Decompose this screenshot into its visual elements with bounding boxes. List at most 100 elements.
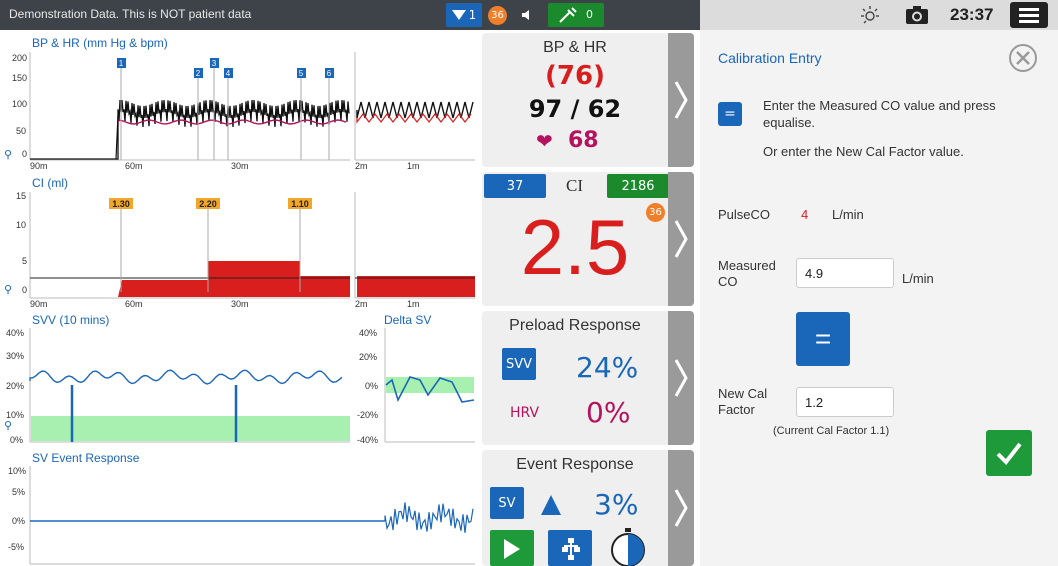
card-title: BP & HR <box>543 39 607 56</box>
top-bar: Demonstration Data. This is NOT patient … <box>0 0 1058 30</box>
alarm-button[interactable]: 1 <box>446 3 482 27</box>
delta-sv-trace <box>385 376 475 403</box>
event-marker-label: 2 <box>196 69 201 78</box>
notification-badge[interactable]: 36 <box>488 6 507 25</box>
dsv-y-tick: 40% <box>359 328 378 338</box>
confirm-button[interactable] <box>986 430 1032 476</box>
bp-trace <box>30 99 350 160</box>
demo-banner: Demonstration Data. This is NOT patient … <box>9 7 252 21</box>
ci-x-tick: 60m <box>125 299 143 309</box>
map-value: (76) <box>545 61 605 91</box>
svv-y-tick: 0% <box>10 435 24 445</box>
up-arrow-icon <box>541 495 561 515</box>
event-marker-label: 4 <box>226 69 231 78</box>
bp-x-tick-zoom: 2m <box>355 161 368 171</box>
event-marker <box>117 58 126 68</box>
speaker-icon[interactable] <box>520 7 536 23</box>
trend-charts: 1 2 3 4 5 6 1.30 2.20 1.10 BP & HR (mm Hg & bpm)… <box>0 30 480 566</box>
ci-notification-badge[interactable]: 36 <box>646 203 665 222</box>
measured-co-input[interactable]: 4.9 <box>796 258 894 288</box>
ci-marker-box <box>288 198 312 209</box>
pulseco-unit: L/min <box>832 207 864 222</box>
measured-co-unit: L/min <box>902 271 934 286</box>
preload-card[interactable]: Preload Response SVV 24% HRV 0% <box>482 311 694 445</box>
event-marker-label: 1 <box>119 59 124 68</box>
menu-icon[interactable] <box>1010 2 1048 28</box>
ci-marker-box <box>196 198 220 209</box>
bp-y-tick: 150 <box>12 73 28 83</box>
pulseco-value: 4 <box>801 207 809 222</box>
hierarchy-icon <box>562 538 580 560</box>
delta-sv-band <box>386 377 474 393</box>
brightness-icon[interactable] <box>856 4 884 26</box>
sv-button[interactable]: SV <box>490 487 524 519</box>
sv-event-trace <box>384 502 474 533</box>
ci-y-tick: 0 <box>22 285 28 295</box>
infusion-count: 0 <box>586 8 593 21</box>
svv-trace <box>29 369 343 385</box>
card-title: Event Response <box>516 456 634 473</box>
clock: 23:37 <box>950 5 994 24</box>
preload-expand[interactable] <box>668 311 694 445</box>
ci-marker-box <box>109 198 133 209</box>
svv-chart-title: SVV (10 mins) <box>32 313 110 327</box>
checkmark-icon <box>996 442 1022 466</box>
heart-icon: ❤ <box>536 129 553 153</box>
ci-card[interactable]: 37 CI 2186 36 2.5 <box>482 172 694 306</box>
ci-x-tick-zoom: 2m <box>355 299 368 309</box>
svv-y-tick: 20% <box>6 381 25 391</box>
svv-target-band <box>31 416 350 441</box>
bp-x-tick: 60m <box>125 161 143 171</box>
bp-x-tick: 90m <box>30 161 48 171</box>
alarm-down-icon <box>451 10 466 20</box>
ci-right-badge[interactable]: 2186 <box>607 174 669 198</box>
event-marker <box>325 68 334 78</box>
trend-chart-canvas: 1 2 34 5 6 1.30 2.20 1.10 <box>29 52 475 565</box>
close-icon[interactable] <box>1008 43 1038 73</box>
camera-icon[interactable] <box>905 5 929 25</box>
bp-hr-expand[interactable] <box>668 33 694 167</box>
zoom-icon[interactable]: ⚲ <box>4 148 13 161</box>
event-marker <box>297 68 306 78</box>
event-expand[interactable] <box>668 450 694 566</box>
ci-left-badge[interactable]: 37 <box>484 174 546 198</box>
ci-marker-label: 1.30 <box>112 199 130 209</box>
zoom-icon[interactable]: ⚲ <box>4 283 13 296</box>
ci-zoom-bars <box>357 276 475 297</box>
ci-y-tick: 10 <box>16 220 27 230</box>
zoom-icon[interactable]: ⚲ <box>4 419 13 432</box>
bp-zoom-trace <box>356 101 474 119</box>
event-marker <box>194 68 203 78</box>
bp-hr-card[interactable]: BP & HR (76) 97 / 62 ❤ 68 <box>482 33 694 167</box>
ci-x-tick-zoom: 1m <box>407 299 420 309</box>
timer-icon[interactable] <box>608 528 650 566</box>
parameter-cards: BP & HR (76) 97 / 62 ❤ 68 37 CI 2186 36 … <box>482 33 694 566</box>
calibration-panel: Calibration Entry = Enter the Measured C… <box>700 30 1058 566</box>
equalise-button[interactable]: = <box>796 312 850 366</box>
syringe-icon <box>559 7 577 23</box>
bp-value: 97 / 62 <box>528 95 622 123</box>
svv-button[interactable]: SVV <box>502 348 536 380</box>
svv-y-tick: 30% <box>6 351 25 361</box>
bp-hr-chart-title: BP & HR (mm Hg & bpm) <box>32 36 168 50</box>
event-tree-button[interactable] <box>548 530 592 566</box>
event-card[interactable]: Event Response SV 3% <box>482 450 694 566</box>
event-marker-label: 6 <box>327 69 332 78</box>
play-icon <box>504 539 520 559</box>
equalise-hint-icon: = <box>718 102 742 126</box>
new-cal-input[interactable]: 1.2 <box>796 387 894 417</box>
hrv-label: HRV <box>510 405 540 421</box>
sve-y-tick: 5% <box>12 487 26 497</box>
measured-co-label: Measured CO <box>718 258 776 289</box>
dsv-y-tick: -40% <box>357 435 379 445</box>
ci-x-tick: 30m <box>231 299 249 309</box>
chevron-right-icon <box>674 359 688 397</box>
play-button[interactable] <box>490 530 534 566</box>
calibration-instruction: Enter the Measured CO value and press eq… <box>763 98 996 130</box>
ci-y-tick: 15 <box>16 191 27 201</box>
sve-y-tick: 10% <box>8 466 27 476</box>
status-area <box>700 0 1058 30</box>
ci-expand[interactable] <box>668 172 694 306</box>
infusion-button[interactable]: 0 <box>548 3 604 27</box>
ci-chart-title: CI (ml) <box>32 176 68 190</box>
